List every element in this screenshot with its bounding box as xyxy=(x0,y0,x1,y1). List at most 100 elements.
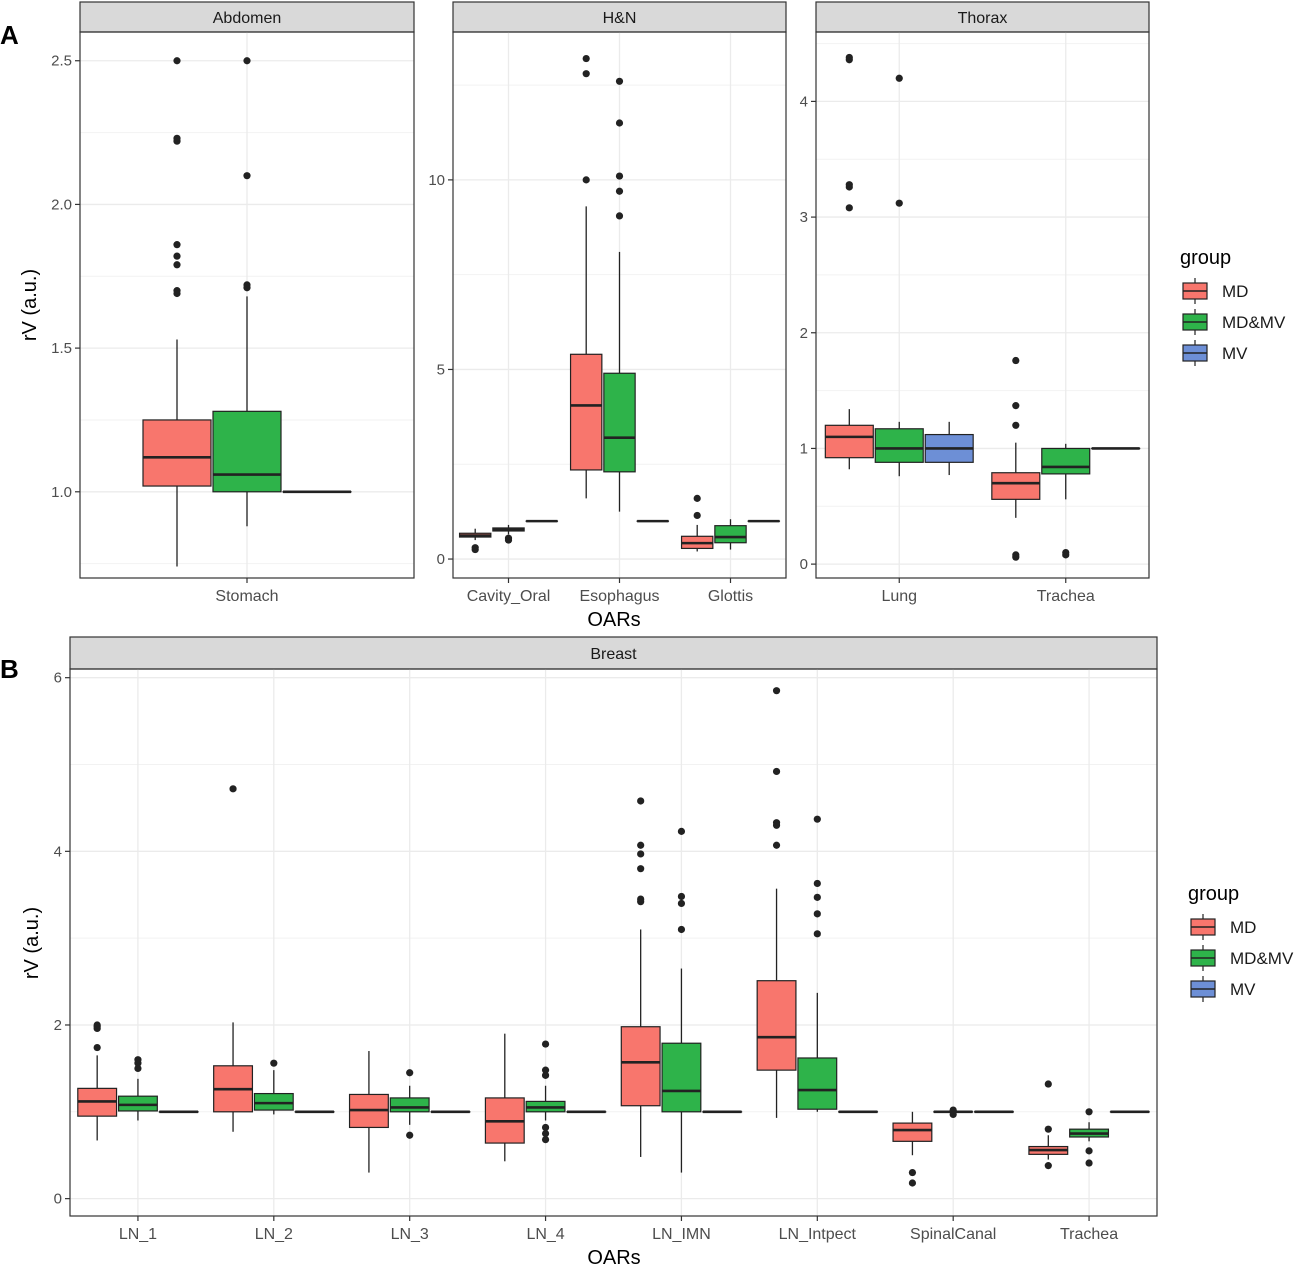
outlier-point-ln-1-md-and-mv xyxy=(134,1064,142,1072)
outlier-point-ln-4-md-and-mv xyxy=(541,1135,550,1144)
box-abdomen-stomach-md-and-mv xyxy=(212,57,282,527)
outlier-point-lung-md xyxy=(845,53,853,62)
box-body-ln-1-md-and-mv xyxy=(117,1095,158,1112)
y-tick-label-breast: 0 xyxy=(54,1191,62,1208)
legend-title: group xyxy=(1180,247,1231,269)
outlier-point-ln-imn-md xyxy=(637,850,645,858)
y-tick-label-thorax: 0 xyxy=(800,556,808,573)
facet-title-breast: Breast xyxy=(590,646,637,663)
y-tick-label-abdomen: 2.0 xyxy=(51,196,72,213)
outlier-point-lung-md-and-mv xyxy=(895,199,903,207)
panel-b-x-axis-title: OARs xyxy=(587,1247,640,1265)
box-body-spinalcanal-md xyxy=(892,1122,933,1142)
y-tick-label-abdomen: 1.5 xyxy=(51,340,72,357)
box-body-esophagus-md xyxy=(569,353,603,471)
outlier-point-ln-4-md-and-mv xyxy=(541,1040,550,1048)
box-body-stomach-md xyxy=(142,419,212,487)
box-breast-ln-imn-md-and-mv xyxy=(661,827,702,1173)
outlier-point-ln-intpect-md-and-mv xyxy=(813,930,821,938)
box-h-and-n-esophagus-md-and-mv xyxy=(603,77,636,512)
facet-title-thorax: Thorax xyxy=(958,10,1008,27)
x-tick-label-trachea: Trachea xyxy=(1037,588,1095,605)
y-tick-label-thorax: 1 xyxy=(800,440,808,457)
outlier-point-ln-intpect-md xyxy=(772,767,781,776)
outlier-point-stomach-md xyxy=(173,57,181,65)
outlier-point-esophagus-md xyxy=(582,70,590,78)
facet-border-breast xyxy=(69,668,1158,1217)
outlier-point-stomach-md xyxy=(173,241,181,249)
box-body-trachea-md-and-mv xyxy=(1041,447,1091,475)
box-h-and-n-cavity-oral-md-and-mv xyxy=(492,524,525,544)
panel-b-label: B xyxy=(0,654,19,684)
box-breast-trachea-md-and-mv xyxy=(1069,1108,1110,1167)
outlier-point-trachea-md xyxy=(1012,421,1020,429)
panel-a-x-axis-title: OARs xyxy=(587,609,640,631)
facet-strip-abdomen xyxy=(79,1,415,33)
outlier-point-lung-md-and-mv xyxy=(895,74,903,82)
facet-strip-thorax xyxy=(815,1,1150,33)
outlier-point-ln-4-md-and-mv xyxy=(541,1129,550,1138)
outlier-point-ln-3-md-and-mv xyxy=(406,1069,414,1077)
facet-border-thorax xyxy=(815,31,1150,579)
x-tick-label-ln-3: LN_3 xyxy=(391,1226,429,1243)
panel-b-y-axis-title: rV (a.u.) xyxy=(21,907,43,979)
outlier-point-glottis-md xyxy=(693,494,701,502)
box-breast-ln-3-md-and-mv xyxy=(389,1069,430,1139)
outlier-point-ln-imn-md-and-mv xyxy=(677,925,686,934)
box-body-lung-md-and-mv xyxy=(874,428,924,463)
box-breast-ln-2-md xyxy=(213,785,254,1132)
outlier-point-ln-4-md-and-mv xyxy=(541,1123,550,1132)
box-body-stomach-md-and-mv xyxy=(212,410,282,493)
legend-a: group MD MD&MV MV xyxy=(1180,247,1286,366)
outlier-point-ln-imn-md xyxy=(637,865,645,873)
box-body-lung-md xyxy=(824,424,874,459)
facet-title-abdomen: Abdomen xyxy=(213,10,282,27)
y-tick-label-h-and-n: 0 xyxy=(437,551,445,568)
box-h-and-n-glottis-md xyxy=(680,494,714,552)
y-tick-label-thorax: 2 xyxy=(800,325,808,342)
box-thorax-trachea-md-and-mv xyxy=(1041,443,1091,559)
outlier-point-trachea-md xyxy=(1012,551,1020,559)
outlier-point-trachea-md xyxy=(1044,1162,1052,1170)
outlier-point-cavity-oral-md xyxy=(471,544,479,552)
chart-b: Breast 0 2 4 6 LN_1 LN_2 LN_3 LN_4 LN_IMN LN_Intpe… xyxy=(54,636,1158,1243)
x-tick-label-ln-intpect: LN_Intpect xyxy=(779,1226,857,1243)
y-tick-label-breast: 2 xyxy=(54,1017,62,1034)
box-body-ln-3-md-and-mv xyxy=(389,1097,430,1113)
box-breast-ln-4-md-and-mv xyxy=(525,1040,566,1144)
outlier-point-ln-intpect-md-and-mv xyxy=(813,879,821,888)
panels-layer: Abdomen1.01.52.02.5StomachH&N0510Cavity_… xyxy=(51,1,1158,1243)
outlier-point-spinalcanal-md xyxy=(908,1179,917,1187)
outlier-point-ln-1-md xyxy=(93,1043,101,1052)
y-tick-label-h-and-n: 5 xyxy=(437,361,445,378)
outlier-point-esophagus-md xyxy=(582,54,590,63)
box-breast-ln-1-md-and-mv xyxy=(117,1056,158,1121)
legend-entry-md: MD xyxy=(1182,278,1248,304)
box-breast-spinalcanal-md xyxy=(892,1111,933,1187)
legend-title: group xyxy=(1188,883,1239,905)
box-breast-ln-2-md-and-mv xyxy=(253,1059,294,1115)
box-breast-trachea-md xyxy=(1028,1080,1069,1170)
legend-entry-mv: MV xyxy=(1182,340,1248,366)
box-h-and-n-esophagus-md xyxy=(569,54,603,499)
outlier-point-stomach-md-and-mv xyxy=(243,281,251,289)
outlier-point-trachea-md-and-mv xyxy=(1062,548,1070,557)
facet-title-h-and-n: H&N xyxy=(603,10,637,27)
outlier-point-ln-4-md-and-mv xyxy=(541,1071,550,1079)
outlier-point-ln-1-md-and-mv xyxy=(134,1056,142,1064)
outlier-point-stomach-md-and-mv xyxy=(243,57,251,65)
box-breast-ln-intpect-md xyxy=(756,687,797,1118)
outlier-point-ln-imn-md-and-mv xyxy=(677,892,686,901)
outlier-point-trachea-md-and-mv xyxy=(1085,1147,1093,1155)
legend-entry-mv: MV xyxy=(1190,976,1256,1002)
y-tick-label-abdomen: 2.5 xyxy=(51,53,72,70)
legend-label-md-and-mv: MD&MV xyxy=(1222,313,1286,332)
x-tick-label-esophagus: Esophagus xyxy=(579,588,659,605)
legend-label-mv: MV xyxy=(1230,980,1256,999)
x-tick-label-stomach: Stomach xyxy=(215,588,278,605)
legends-layer: group MD MD&MV MV group MD MD&MV MV xyxy=(1180,247,1294,1002)
panel-a-label: A xyxy=(0,20,19,50)
outlier-point-stomach-md xyxy=(173,287,181,295)
labels-layer: A B OARs OARs rV (a.u.) rV (a.u.) xyxy=(0,20,641,1265)
outlier-point-trachea-md-and-mv xyxy=(1085,1108,1093,1116)
